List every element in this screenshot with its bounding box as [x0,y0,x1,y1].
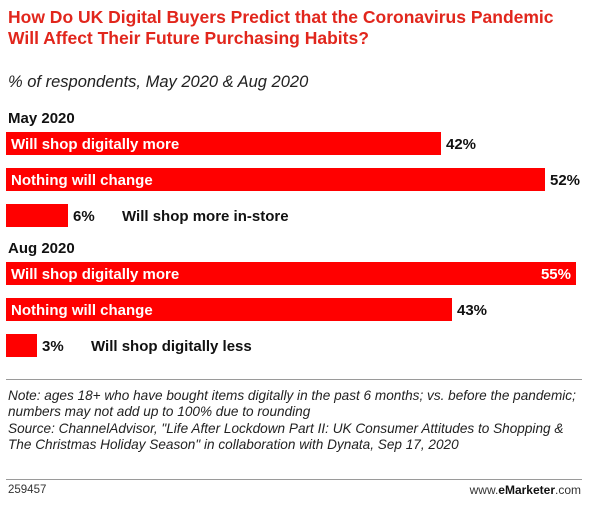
bar [6,204,68,227]
data-label: 42% [446,136,476,153]
category-label: Will shop more in-store [122,208,289,225]
chart-subtitle: % of respondents, May 2020 & Aug 2020 [8,73,309,91]
category-label: Nothing will change [11,172,153,189]
category-label: Will shop digitally more [11,266,179,283]
divider [6,379,582,380]
bar [6,262,576,285]
chart-footnote: Note: ages 18+ who have bought items dig… [8,388,584,454]
group-label: Aug 2020 [8,240,75,257]
category-label: Will shop digitally less [91,338,252,355]
bar [6,132,441,155]
bar [6,168,545,191]
data-label: 52% [550,172,580,189]
brand-prefix: www. [469,483,499,497]
note-text: Note: ages 18+ who have bought items dig… [8,388,576,420]
chart-id: 259457 [8,484,47,496]
emarketer-logo[interactable]: www.eMarketer.com [470,483,581,497]
brand-name: eMarketer [498,483,555,497]
data-label: 3% [42,338,64,355]
chart-title: How Do UK Digital Buyers Predict that th… [8,7,554,48]
bar-chart: May 2020 Will shop digitally more 42% Nothi… [6,110,580,357]
category-label: Nothing will change [11,302,153,319]
bar [6,298,452,321]
data-label: 6% [73,208,95,225]
category-label: Will shop digitally more [11,136,179,153]
brand-suffix: .com [554,483,581,497]
footer-divider [6,479,582,480]
data-label: 43% [457,302,487,319]
bar [6,334,37,357]
group-label: May 2020 [8,110,75,127]
source-text: Source: ChannelAdvisor, "Life After Lock… [8,420,564,453]
data-label: 55% [541,266,571,283]
